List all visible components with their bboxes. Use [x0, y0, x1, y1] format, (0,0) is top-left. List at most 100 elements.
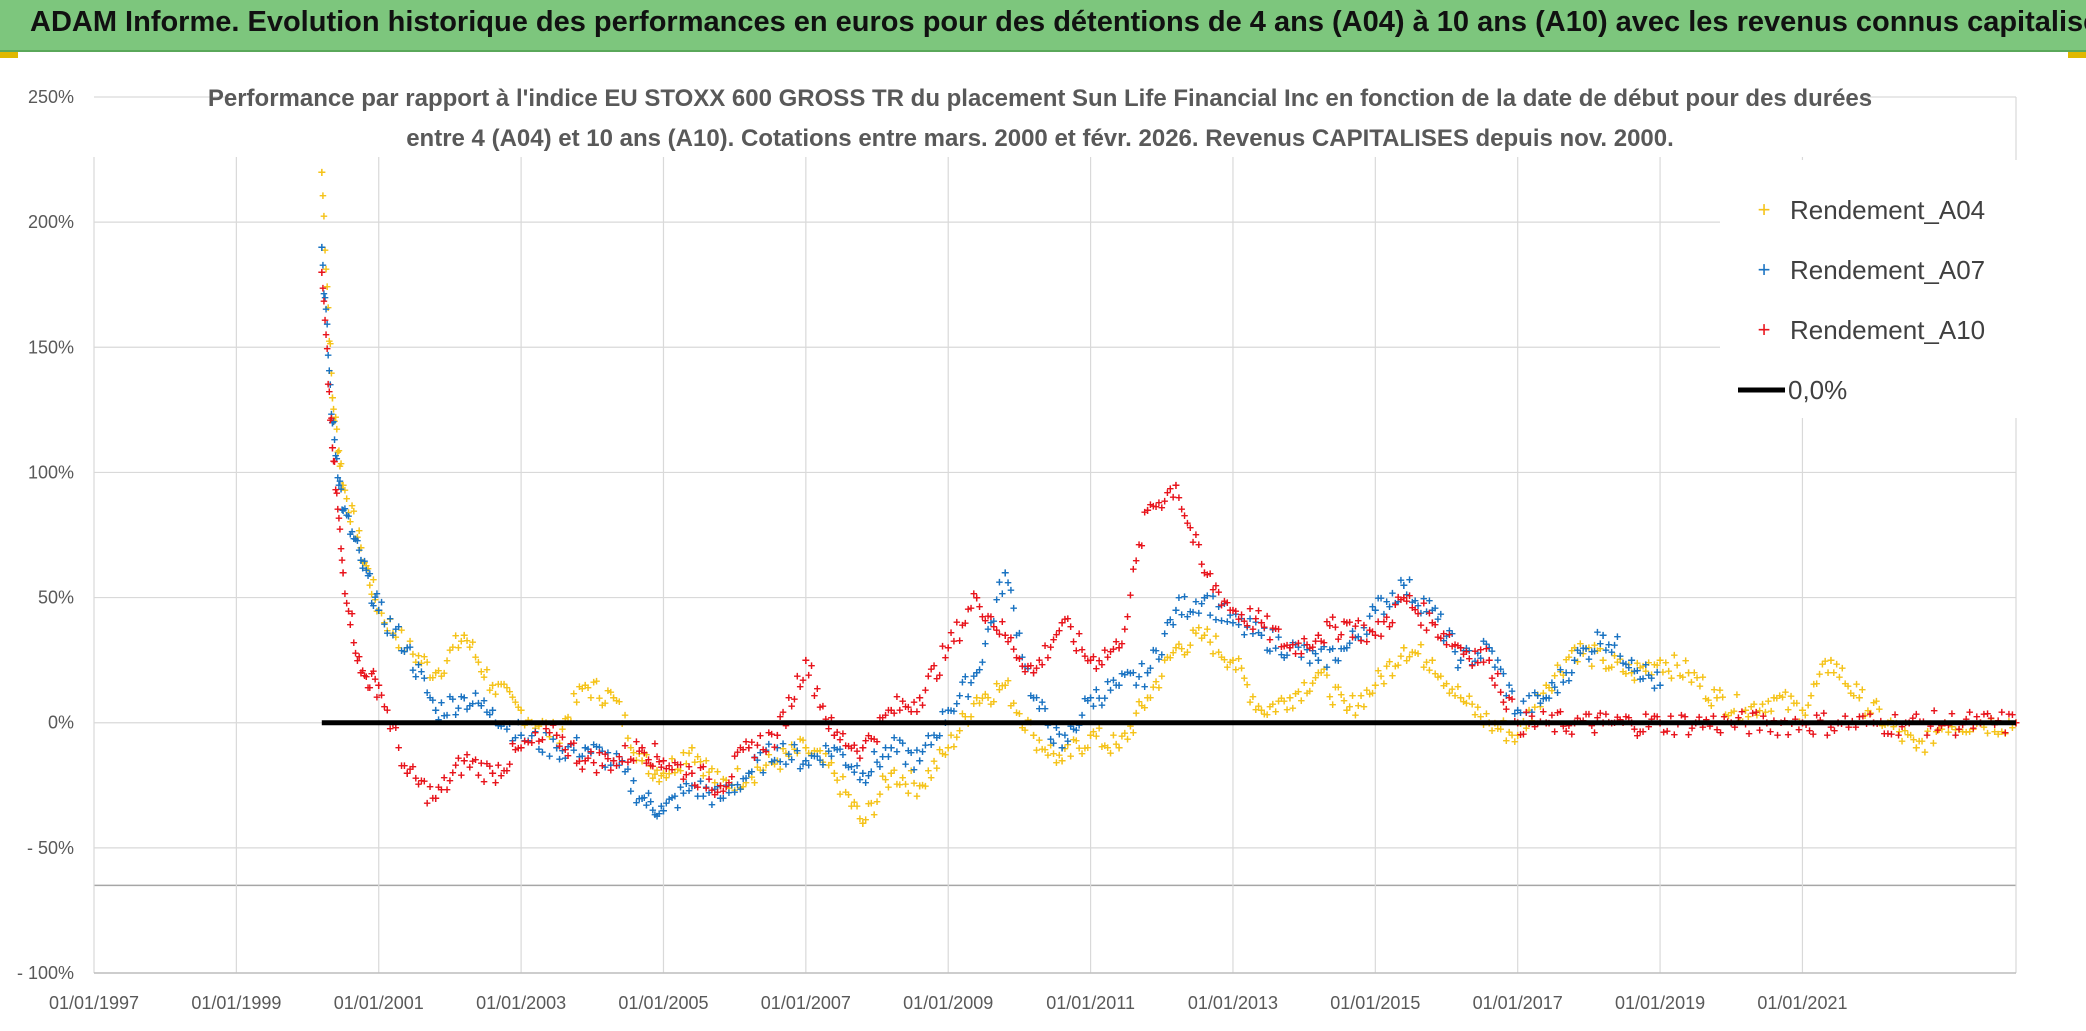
data-point: +: [489, 765, 497, 781]
data-point-fill: +: [604, 751, 612, 766]
data-point-fill: +: [1497, 662, 1505, 677]
data-point-fill: +: [1616, 651, 1624, 666]
data-point-fill: +: [1323, 668, 1331, 683]
data-point-fill: +: [335, 510, 343, 525]
data-point-fill: +: [627, 784, 635, 799]
data-point-fill: +: [1434, 630, 1442, 645]
data-point-fill: +: [1292, 637, 1300, 652]
data-point-fill: +: [576, 749, 584, 764]
data-point-fill: +: [1118, 728, 1126, 743]
data-point-fill: +: [922, 779, 930, 794]
data-point-fill: +: [1562, 723, 1570, 738]
data-point: +: [1485, 640, 1493, 656]
data-point-fill: +: [438, 668, 446, 683]
data-point-fill: +: [337, 541, 345, 556]
data-point-fill: +: [1901, 723, 1909, 738]
data-point-fill: +: [776, 754, 784, 769]
data-point-fill: +: [512, 730, 520, 745]
data-point-fill: +: [1283, 648, 1291, 663]
data-point-fill: +: [341, 483, 349, 498]
data-point-fill: +: [1377, 629, 1385, 644]
data-point-fill: +: [876, 787, 884, 802]
data-point-fill: +: [325, 363, 333, 378]
data-point-fill: +: [879, 749, 887, 764]
data-point-fill: +: [731, 784, 739, 799]
data-point: +: [1855, 690, 1863, 706]
data-point-fill: +: [440, 770, 448, 785]
data-point-fill: +: [576, 753, 584, 768]
data-point-fill: +: [776, 762, 784, 777]
data-point-fill: +: [1195, 537, 1203, 552]
data-point-fill: +: [1127, 588, 1135, 603]
data-point: +: [1229, 602, 1237, 618]
data-point-fill: +: [976, 662, 984, 677]
data-point: +: [1257, 627, 1265, 643]
data-point: +: [1143, 665, 1151, 681]
data-point-fill: +: [1090, 649, 1098, 664]
data-point-fill: +: [1226, 608, 1234, 623]
data-point-fill: +: [1383, 610, 1391, 625]
data-point-fill: +: [691, 754, 699, 769]
data-point: +: [1314, 627, 1322, 643]
data-point-fill: +: [1448, 682, 1456, 697]
data-point-fill: +: [627, 740, 635, 755]
x-tick-label: 01/01/2011: [1046, 993, 1135, 1013]
data-point-fill: +: [1098, 657, 1106, 672]
data-point-fill: +: [1720, 709, 1728, 724]
data-point-fill: +: [1443, 676, 1451, 691]
data-point-fill: +: [1987, 710, 1995, 725]
data-point-fill: +: [1867, 705, 1875, 720]
data-point-fill: +: [862, 812, 870, 827]
data-point-fill: +: [754, 752, 762, 767]
data-point-fill: +: [1440, 678, 1448, 693]
data-point-fill: +: [762, 744, 770, 759]
data-point-fill: +: [593, 739, 601, 754]
data-point-fill: +: [947, 727, 955, 742]
data-point-fill: +: [1158, 647, 1166, 662]
data-point-fill: +: [1756, 703, 1764, 718]
legend-label-a10: Rendement_A10: [1790, 315, 1985, 345]
data-point-fill: +: [722, 772, 730, 787]
data-point-fill: +: [440, 666, 448, 681]
data-point-fill: +: [1306, 683, 1314, 698]
data-point-fill: +: [1699, 720, 1707, 735]
data-point-fill: +: [542, 721, 550, 736]
data-point-fill: +: [1488, 670, 1496, 685]
data-point-fill: +: [1522, 721, 1530, 736]
data-point-fill: +: [870, 807, 878, 822]
data-point-fill: +: [1660, 725, 1668, 740]
data-point-fill: +: [1053, 627, 1061, 642]
data-point-fill: +: [643, 797, 651, 812]
data-point-fill: +: [576, 679, 584, 694]
corner-accent-left: [0, 52, 18, 58]
data-point-fill: +: [1585, 651, 1593, 666]
data-point-fill: +: [509, 689, 517, 704]
data-point-fill: +: [647, 758, 655, 773]
data-point-fill: +: [927, 770, 935, 785]
data-point-fill: +: [1095, 653, 1103, 668]
data-point-fill: +: [1278, 647, 1286, 662]
y-axis-ticks: 250%200%150%100%50%0%- 50%- 100%: [17, 87, 74, 983]
data-point-fill: +: [1579, 640, 1587, 655]
data-point-fill: +: [1335, 631, 1343, 646]
data-point-fill: +: [939, 704, 947, 719]
data-point-fill: +: [970, 696, 978, 711]
data-point-fill: +: [1092, 729, 1100, 744]
data-point-fill: +: [1320, 639, 1328, 654]
data-point-fill: +: [579, 762, 587, 777]
data-point-fill: +: [480, 670, 488, 685]
data-point-fill: +: [624, 761, 632, 776]
data-point-fill: +: [1155, 495, 1163, 510]
data-point-fill: +: [1386, 599, 1394, 614]
data-point-fill: +: [1352, 619, 1360, 634]
data-point-fill: +: [796, 761, 804, 776]
data-point-fill: +: [865, 728, 873, 743]
data-point-fill: +: [1147, 660, 1155, 675]
data-point-fill: +: [1158, 668, 1166, 683]
data-point-fill: +: [1466, 643, 1474, 658]
data-point-fill: +: [395, 640, 403, 655]
data-point-fill: +: [343, 491, 351, 506]
data-point-fill: +: [1346, 615, 1354, 630]
data-point-fill: +: [421, 671, 429, 686]
data-point-fill: +: [621, 707, 629, 722]
